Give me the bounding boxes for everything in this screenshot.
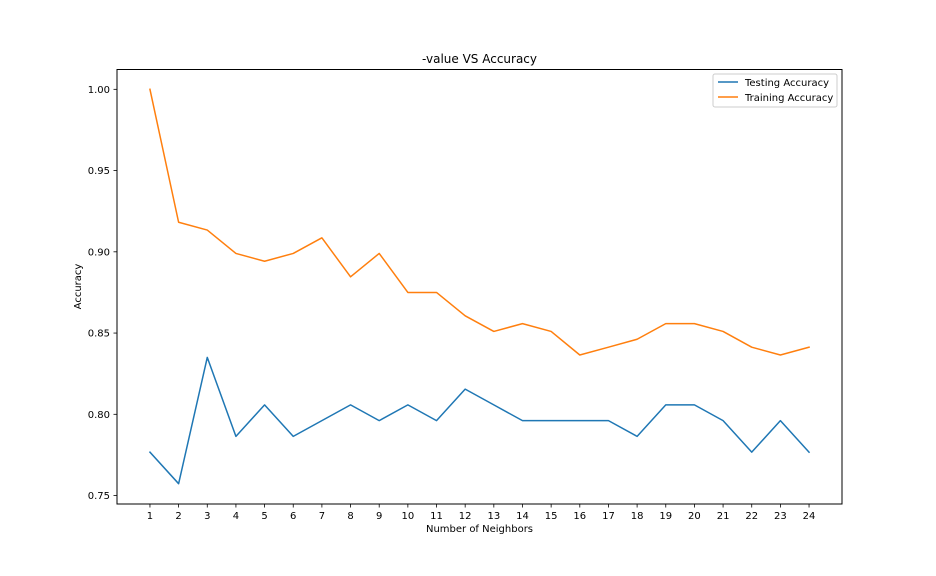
x-tick-label: 16: [573, 511, 586, 522]
x-tick-label: 14: [516, 511, 529, 522]
x-axis-label: Number of Neighbors: [426, 524, 533, 535]
plot-area-frame: [116, 69, 843, 505]
chart-title: -value VS Accuracy: [422, 52, 537, 66]
y-axis-label: Accuracy: [73, 264, 84, 310]
x-tick-label: 9: [376, 511, 382, 522]
y-axis: 0.75 0.80 0.85 0.90 0.95 1.00: [88, 85, 117, 502]
x-tick-label: 23: [774, 511, 787, 522]
x-tick-label: 6: [290, 511, 296, 522]
legend: Testing Accuracy Training Accuracy: [712, 73, 838, 108]
x-tick-label: 2: [175, 511, 181, 522]
x-tick-label: 21: [717, 511, 730, 522]
x-tick-label: 24: [803, 511, 816, 522]
x-tick-label: 4: [233, 511, 239, 522]
series-line-training: [149, 88, 810, 356]
x-tick-label: 8: [347, 511, 353, 522]
series-layer: [148, 88, 811, 485]
y-tick-label: 0.80: [88, 410, 110, 421]
x-tick-label: 19: [659, 511, 672, 522]
x-tick-label: 15: [545, 511, 558, 522]
x-tick-label: 20: [688, 511, 701, 522]
x-tick-label: 22: [745, 511, 758, 522]
legend-label-training: Training Accuracy: [744, 93, 833, 104]
x-tick-label: 11: [430, 511, 443, 522]
x-tick-label: 12: [459, 511, 472, 522]
x-tick-label: 1: [147, 511, 153, 522]
legend-label-testing: Testing Accuracy: [744, 78, 829, 89]
x-tick-label: 10: [401, 511, 414, 522]
x-tick-label: 7: [319, 511, 325, 522]
series-line-testing: [148, 356, 811, 485]
y-tick-label: 0.90: [88, 247, 110, 258]
legend-box: [712, 73, 838, 108]
y-tick-label: 1.00: [88, 85, 110, 96]
y-tick-label: 0.75: [88, 491, 110, 502]
y-tick-label: 0.95: [88, 166, 110, 177]
x-axis: 1 2 3 4 5 6 7 8 9 10 11 12 13 14 15 16 17 18 19 20 21 22 23 24: [147, 504, 816, 522]
x-tick-label: 3: [204, 511, 210, 522]
x-tick-label: 13: [487, 511, 500, 522]
x-tick-label: 18: [631, 511, 644, 522]
x-tick-label: 17: [602, 511, 615, 522]
y-tick-label: 0.85: [88, 329, 110, 340]
x-tick-label: 5: [261, 511, 267, 522]
